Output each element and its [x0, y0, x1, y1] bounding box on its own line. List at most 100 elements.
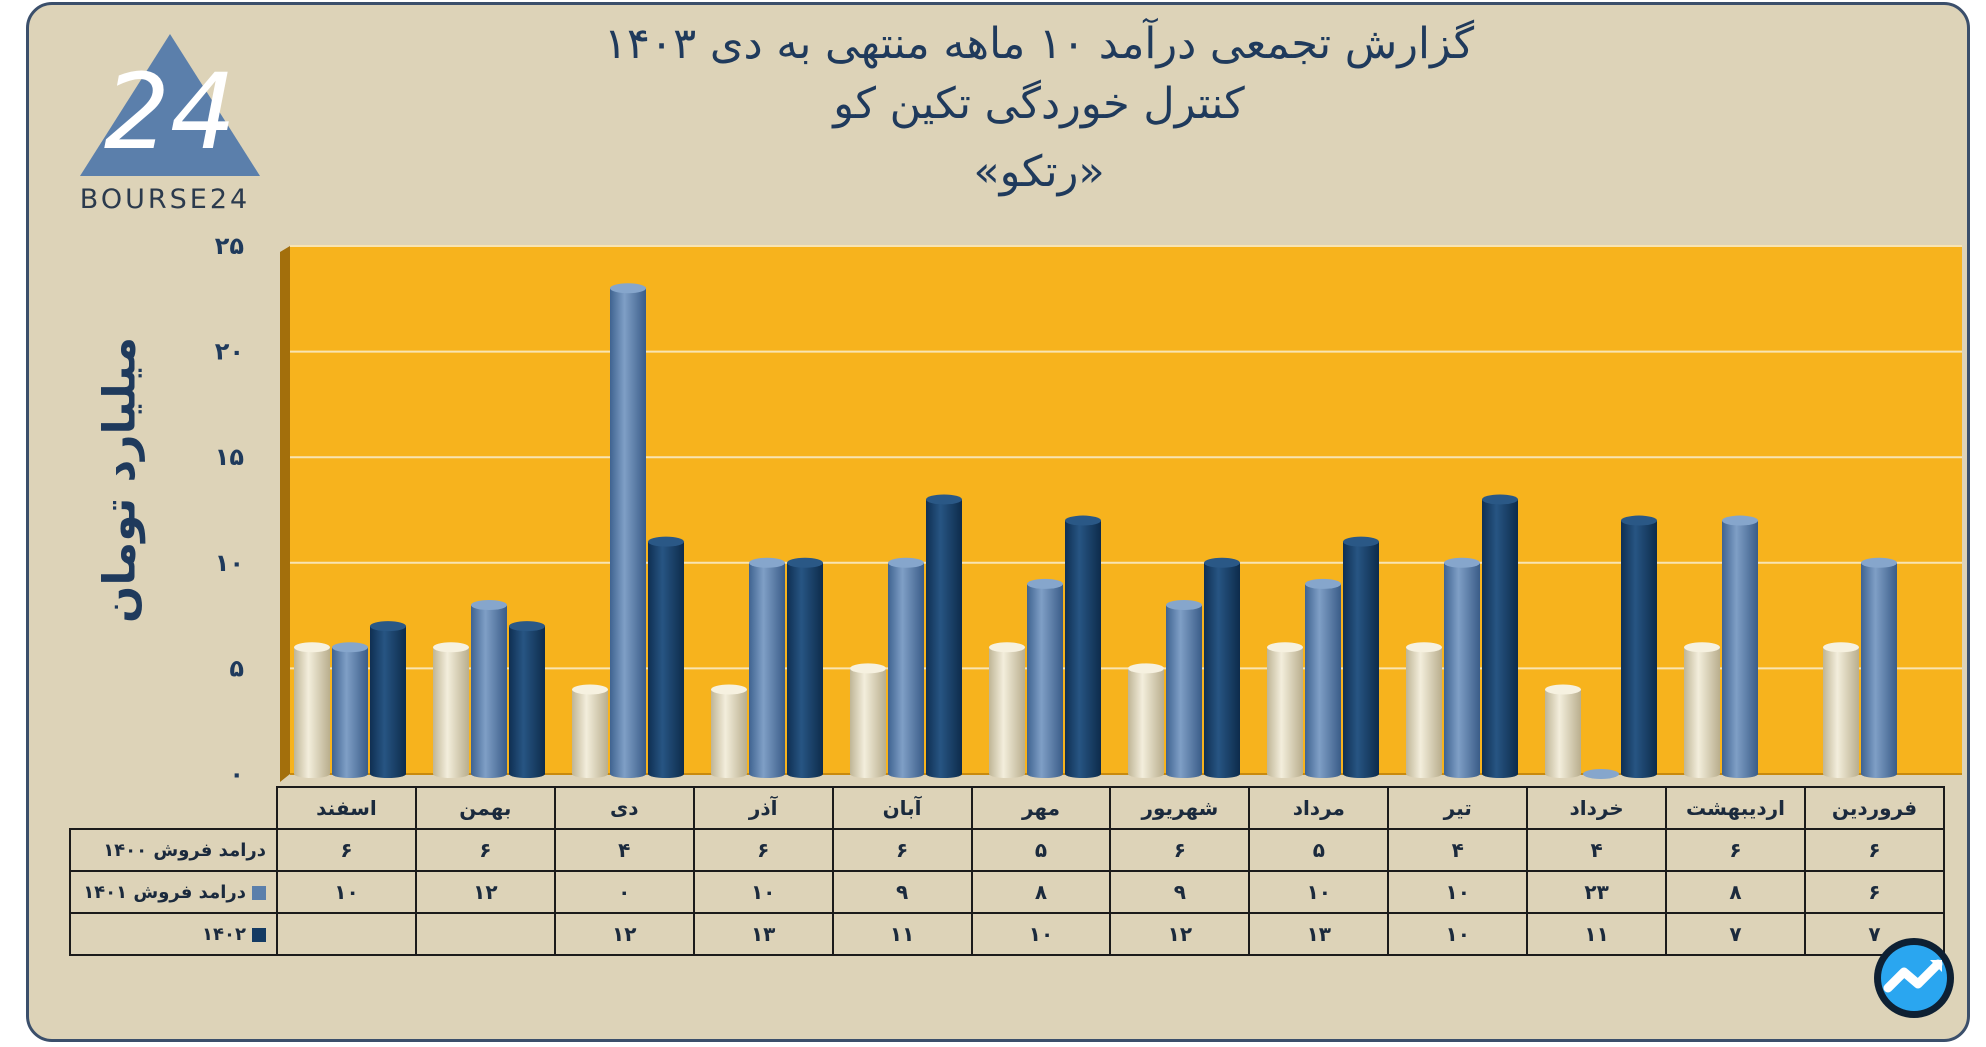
y-tick-label: ۲۵ [215, 232, 244, 260]
chart-subtitle: کنترل خوردگی تکین کو [833, 79, 1245, 129]
bar-s1-10 [1722, 515, 1758, 778]
x-tick-label: خرداد [1526, 786, 1668, 830]
data-label: ۶ [831, 828, 973, 872]
bar-s1-6 [1166, 600, 1202, 778]
bar-s0-7 [1267, 642, 1303, 778]
bar-s0-9 [1545, 684, 1581, 778]
x-tick-label: شهریور [1109, 786, 1251, 830]
data-label [414, 912, 556, 956]
data-label: ۹ [1109, 870, 1251, 914]
bar-s1-5 [1027, 578, 1063, 778]
data-label: ۱۱ [1526, 912, 1668, 956]
bar-s1-2 [610, 283, 646, 778]
x-tick-label: فروردین [1803, 786, 1946, 830]
data-label: ۱۳ [1248, 912, 1390, 956]
data-label: ۱۱ [831, 912, 973, 956]
chart-ticker: «رتکو» [973, 147, 1105, 197]
data-label: ۱۰ [692, 870, 834, 914]
legend-label: ۱۴۰۲ [202, 923, 246, 945]
y-tick-label: ۵ [229, 654, 244, 682]
data-label: ۶ [1803, 828, 1946, 872]
bar-s0-2 [572, 684, 608, 778]
data-label: ۱۰ [1387, 870, 1529, 914]
data-label: ۶ [1665, 828, 1806, 872]
table-corner [70, 787, 278, 830]
bar-s0-8 [1406, 642, 1442, 778]
data-label [276, 912, 417, 956]
bar-s1-4 [888, 557, 924, 778]
data-label: ۱۰ [970, 912, 1112, 956]
legend-swatch [252, 885, 266, 900]
x-tick-label: آذر [692, 786, 834, 830]
x-tick-label: تیر [1387, 786, 1529, 830]
bar-s1-8 [1444, 557, 1480, 778]
bar-s0-0 [294, 642, 330, 778]
bar-s1-0 [332, 642, 368, 778]
data-label: ۶ [414, 828, 556, 872]
data-label: ۱۲ [553, 912, 695, 956]
bar-s2-9 [1621, 515, 1657, 778]
bar-s0-4 [850, 663, 886, 778]
legend-swatch [252, 927, 266, 942]
bar-s2-3 [787, 557, 823, 778]
bar-s2-5 [1065, 515, 1101, 778]
data-table: اسفند بهمن دی آذر آبان مهر شهریور مرداد تیر خرداد… [69, 786, 1946, 956]
legend-label: درامد فروش ۱۴۰۰ [103, 839, 266, 861]
x-tick-label: اسفند [276, 786, 417, 830]
data-label: ۸ [1665, 870, 1806, 914]
data-label: ۱۰ [1248, 870, 1390, 914]
brand-name: BOURSE24 [79, 184, 251, 215]
data-label: ۱۳ [692, 912, 834, 956]
data-label: ۲۳ [1526, 870, 1668, 914]
x-tick-label: مرداد [1248, 786, 1390, 830]
data-label: ۶ [1109, 828, 1251, 872]
bar-s1-1 [471, 600, 507, 778]
data-label: ۱۲ [414, 870, 556, 914]
svg-text:24: 24 [104, 51, 236, 173]
bar-s2-8 [1482, 494, 1518, 778]
x-tick-label: اردیبهشت [1665, 786, 1806, 830]
data-label: ۶ [276, 828, 417, 872]
y-tick-label: ۲۰ [215, 338, 244, 366]
data-label: ۴ [553, 828, 695, 872]
bar-s0-5 [989, 642, 1025, 778]
bourse24-logo: 24 [80, 34, 260, 176]
data-label: ۵ [1248, 828, 1390, 872]
data-label: ۱۲ [1109, 912, 1251, 956]
legend-entry: ۱۴۰۲ [69, 912, 278, 956]
bar-s2-7 [1343, 536, 1379, 778]
bar-s2-0 [370, 621, 406, 778]
bar-s1-9 [1583, 769, 1619, 779]
bar-s0-11 [1823, 642, 1859, 778]
x-tick-label: آبان [831, 786, 973, 830]
data-label: ۰ [553, 870, 695, 914]
bar-chart: ۰ ۵ ۱۰ ۱۵ ۲۰ ۲۵ [215, 232, 1962, 788]
bar-s1-7 [1305, 578, 1341, 778]
legend-entry: درامد فروش ۱۴۰۰ [69, 828, 278, 872]
table-row: ۱۴۰۲ ۱۲ ۱۳ ۱۱ ۱۰ ۱۲ ۱۳ ۱۰ ۱۱ ۷ ۷ [69, 912, 1946, 956]
plot-side-wall [280, 246, 290, 782]
x-tick-label: مهر [970, 786, 1112, 830]
data-label: ۸ [970, 870, 1112, 914]
bar-s2-4 [926, 494, 962, 778]
data-label: ۵ [970, 828, 1112, 872]
bar-s0-3 [711, 684, 747, 778]
chart-title: گزارش تجمعی درآمد ۱۰ ماهه منتهی به دی ۱۴… [603, 19, 1475, 69]
x-tick-label: دی [553, 786, 695, 830]
bar-s1-11 [1861, 557, 1897, 778]
data-label: ۱۰ [1387, 912, 1529, 956]
plot-area [290, 246, 1962, 774]
data-label: ۶ [1803, 870, 1946, 914]
x-tick-label: بهمن [414, 786, 556, 830]
bar-s0-6 [1128, 663, 1164, 778]
data-label: ۹ [831, 870, 973, 914]
bar-s0-10 [1684, 642, 1720, 778]
data-label: ۴ [1387, 828, 1529, 872]
bar-s2-2 [648, 536, 684, 778]
bar-s2-6 [1204, 557, 1240, 778]
legend-entry: درامد فروش ۱۴۰۱ [69, 870, 278, 914]
bar-s1-3 [749, 557, 785, 778]
legend-label: درامد فروش ۱۴۰۱ [83, 881, 246, 903]
data-label: ۷ [1665, 912, 1806, 956]
y-tick-label: ۱۵ [215, 443, 244, 471]
